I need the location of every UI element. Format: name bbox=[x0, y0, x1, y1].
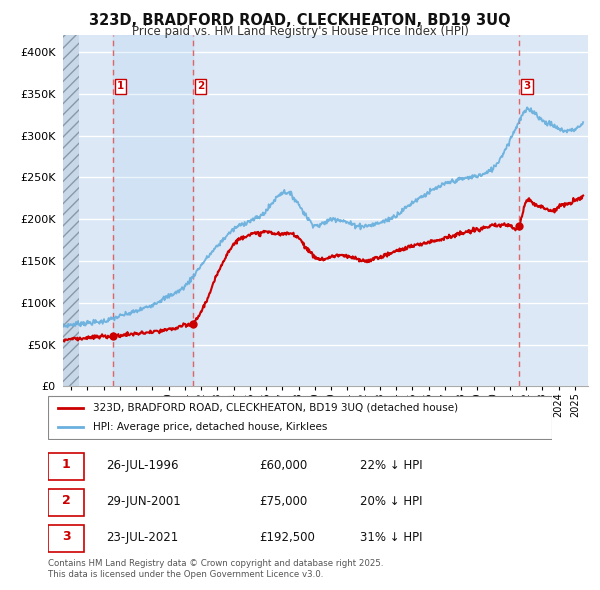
Text: 23-JUL-2021: 23-JUL-2021 bbox=[106, 531, 178, 544]
Text: 20% ↓ HPI: 20% ↓ HPI bbox=[361, 495, 423, 508]
Text: 1: 1 bbox=[117, 81, 124, 91]
Text: HPI: Average price, detached house, Kirklees: HPI: Average price, detached house, Kirk… bbox=[94, 422, 328, 432]
Text: 323D, BRADFORD ROAD, CLECKHEATON, BD19 3UQ (detached house): 323D, BRADFORD ROAD, CLECKHEATON, BD19 3… bbox=[94, 403, 458, 412]
FancyBboxPatch shape bbox=[48, 396, 552, 439]
Bar bbox=[63, 35, 79, 386]
Text: 2: 2 bbox=[197, 81, 204, 91]
FancyBboxPatch shape bbox=[48, 453, 84, 480]
Text: 31% ↓ HPI: 31% ↓ HPI bbox=[361, 531, 423, 544]
Bar bbox=[113, 35, 193, 386]
FancyBboxPatch shape bbox=[48, 525, 84, 552]
Text: £192,500: £192,500 bbox=[260, 531, 316, 544]
FancyBboxPatch shape bbox=[48, 489, 84, 516]
Text: £75,000: £75,000 bbox=[260, 495, 308, 508]
Text: 2: 2 bbox=[62, 494, 71, 507]
Text: 26-JUL-1996: 26-JUL-1996 bbox=[106, 459, 178, 472]
Text: 323D, BRADFORD ROAD, CLECKHEATON, BD19 3UQ: 323D, BRADFORD ROAD, CLECKHEATON, BD19 3… bbox=[89, 13, 511, 28]
Text: 3: 3 bbox=[523, 81, 530, 91]
Text: 29-JUN-2001: 29-JUN-2001 bbox=[106, 495, 181, 508]
Text: Price paid vs. HM Land Registry's House Price Index (HPI): Price paid vs. HM Land Registry's House … bbox=[131, 25, 469, 38]
Text: 22% ↓ HPI: 22% ↓ HPI bbox=[361, 459, 423, 472]
Text: Contains HM Land Registry data © Crown copyright and database right 2025.
This d: Contains HM Land Registry data © Crown c… bbox=[48, 559, 383, 579]
Text: 3: 3 bbox=[62, 530, 70, 543]
Text: £60,000: £60,000 bbox=[260, 459, 308, 472]
Text: 1: 1 bbox=[62, 458, 71, 471]
